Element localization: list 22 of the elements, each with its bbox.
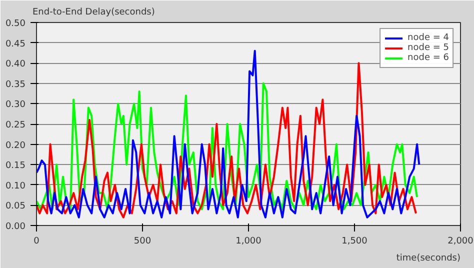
- x-tick-label: 1,000: [236, 236, 262, 246]
- y-tick-label: 0.50: [5, 19, 26, 29]
- x-tick-label: 500: [134, 236, 152, 246]
- y-tick-label: 0.40: [5, 60, 26, 70]
- legend-label: node = 5: [408, 43, 449, 53]
- y-tick-label: 0.35: [5, 80, 26, 90]
- y-tick-label: 0.45: [5, 39, 26, 50]
- legend-label: node = 6: [408, 53, 449, 63]
- y-tick-label: 0.15: [5, 161, 26, 172]
- x-tick-label: 1,500: [342, 236, 368, 246]
- x-tick-label: 0: [34, 236, 40, 246]
- legend-label: node = 4: [408, 33, 449, 43]
- y-tick-label: 0.05: [5, 202, 26, 212]
- y-tick-label: 0.25: [5, 120, 26, 130]
- x-tick-label: 2,000: [448, 236, 474, 246]
- y-tick-label: 0.30: [5, 100, 26, 110]
- y-tick-label: 0.00: [5, 222, 26, 232]
- y-tick-label: 0.20: [5, 140, 26, 151]
- line-series: [36, 82, 418, 210]
- x-axis-title: time(seconds): [396, 254, 461, 264]
- y-tick-label: 0.10: [5, 181, 26, 192]
- chart-title: End-to-End Delay(seconds): [32, 8, 155, 18]
